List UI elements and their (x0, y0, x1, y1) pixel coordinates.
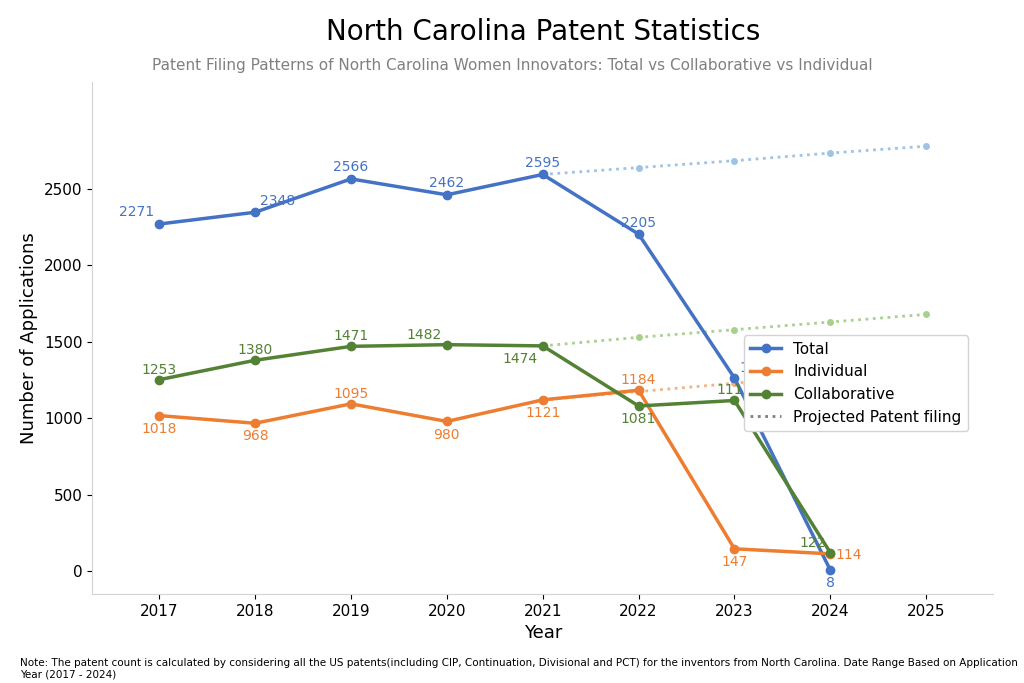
Text: 2348: 2348 (260, 194, 295, 208)
Text: 8: 8 (826, 576, 835, 590)
Text: 2271: 2271 (120, 206, 155, 219)
X-axis label: Year: Year (523, 624, 562, 643)
Text: Note: The patent count is calculated by considering all the US patents(including: Note: The patent count is calculated by … (20, 658, 1018, 680)
Text: 1264: 1264 (739, 361, 774, 375)
Text: 114: 114 (836, 548, 861, 561)
Text: 1081: 1081 (621, 412, 656, 426)
Text: 1018: 1018 (141, 421, 177, 436)
Text: 1095: 1095 (334, 387, 369, 401)
Text: 1184: 1184 (621, 373, 656, 387)
Text: 122: 122 (799, 535, 825, 550)
Text: 1471: 1471 (334, 329, 369, 344)
Text: Patent Filing Patterns of North Carolina Women Innovators: Total vs Collaborativ: Patent Filing Patterns of North Carolina… (152, 58, 872, 73)
Text: 2462: 2462 (429, 176, 465, 191)
Text: 2595: 2595 (525, 156, 560, 170)
Text: 1253: 1253 (141, 363, 177, 376)
Text: 968: 968 (242, 430, 268, 443)
Text: 2566: 2566 (334, 161, 369, 174)
Text: 980: 980 (433, 428, 460, 441)
Text: 1474: 1474 (503, 352, 538, 366)
Title: North Carolina Patent Statistics: North Carolina Patent Statistics (326, 18, 760, 46)
Legend: Total, Individual, Collaborative, Projected Patent filing: Total, Individual, Collaborative, Projec… (744, 335, 968, 430)
Text: 1121: 1121 (525, 406, 560, 420)
Text: 1380: 1380 (238, 343, 272, 357)
Text: 147: 147 (721, 555, 748, 569)
Text: 2205: 2205 (622, 216, 656, 229)
Y-axis label: Number of Applications: Number of Applications (20, 232, 38, 444)
Text: 1117: 1117 (717, 383, 753, 398)
Text: 1482: 1482 (407, 328, 442, 342)
